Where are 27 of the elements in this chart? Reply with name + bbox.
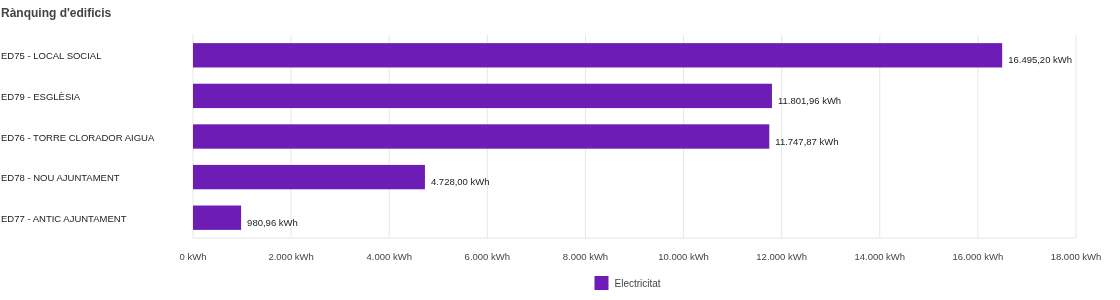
x-tick-label: 6.000 kWh — [464, 251, 511, 262]
data-label: 16.495,20 kWh — [1008, 54, 1073, 66]
y-tick-label: ED77 - ANTIC AJUNTAMENT — [1, 212, 127, 224]
x-tick-label: 12.000 kWh — [756, 251, 808, 262]
y-tick-label: ED76 - TORRE CLORADOR AIGUA — [1, 131, 155, 143]
data-label: 980,96 kWh — [247, 216, 298, 228]
y-tick-label: ED75 - LOCAL SOCIAL — [1, 50, 102, 62]
data-label: 11.801,96 kWh — [777, 94, 842, 106]
x-tick-label: 2.000 kWh — [268, 251, 314, 262]
x-tick-label: 14.000 kWh — [854, 251, 906, 262]
bar — [193, 83, 772, 109]
x-tick-label: 4.000 kWh — [366, 251, 412, 262]
y-tick-label: ED79 - ESGLÈSIA — [1, 90, 81, 102]
text: Rànquing d'edificis — [1, 6, 112, 20]
x-tick-label: 8.000 kWh — [562, 251, 609, 262]
bar — [193, 124, 770, 149]
bar — [193, 43, 1003, 68]
data-label: 4.728,00 kWh — [430, 176, 490, 188]
bar — [193, 164, 425, 190]
x-tick-label: 16.000 kWh — [952, 251, 1004, 262]
data-label: 11.747,87 kWh — [775, 135, 839, 147]
y-tick-label: ED78 - NOU AJUNTAMENT — [1, 172, 120, 184]
legend-label: Electricitat — [614, 278, 661, 289]
bar — [193, 205, 242, 230]
x-tick-label: 0 kWh — [179, 251, 207, 262]
x-tick-label: 18.000 kWh — [1050, 251, 1102, 262]
x-tick-label: 10.000 kWh — [658, 251, 709, 262]
